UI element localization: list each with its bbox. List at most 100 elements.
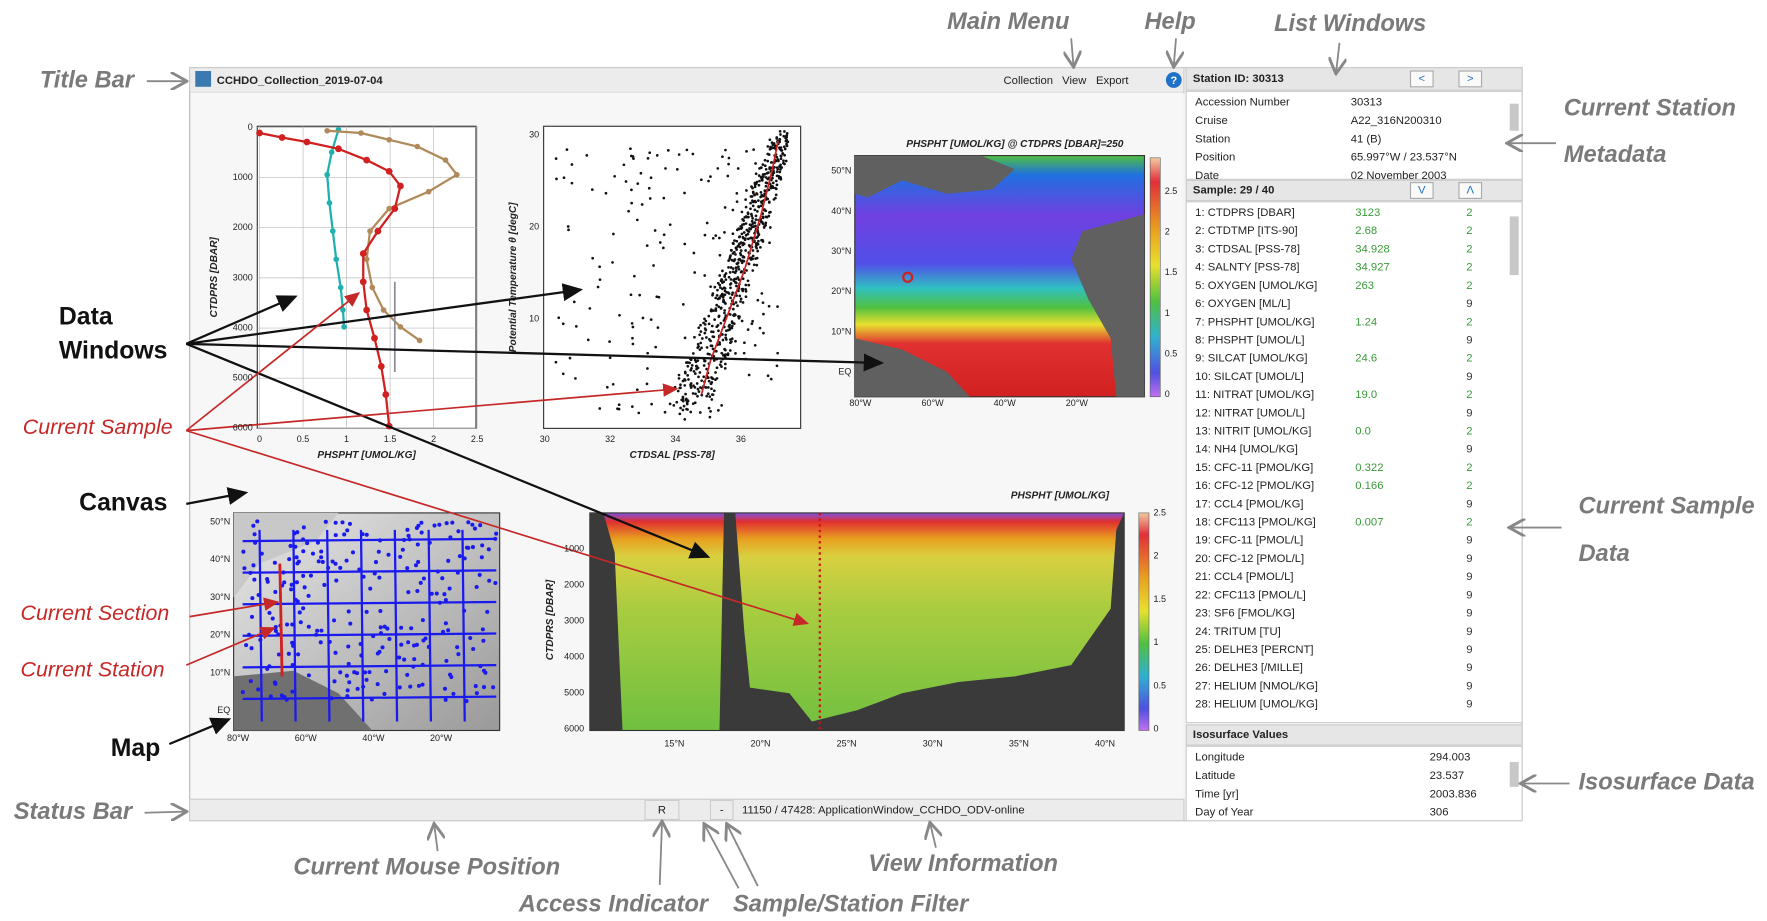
station-dot xyxy=(400,547,405,552)
station-dot xyxy=(415,542,420,547)
scatter-dot xyxy=(666,149,670,152)
nav-button[interactable] xyxy=(1409,70,1434,88)
scatter-dot xyxy=(782,161,785,165)
scatter-dot xyxy=(677,377,681,380)
nav-button[interactable] xyxy=(1409,182,1434,199)
scatter-dot xyxy=(679,383,682,387)
x-axis-label: CTDSAL [PSS-78] xyxy=(629,450,715,461)
x-tick-label: 20°W xyxy=(430,733,453,743)
scatter-dot xyxy=(742,351,746,355)
scatter-dot xyxy=(741,223,744,227)
scatter-dot xyxy=(631,342,635,346)
scatter-dot xyxy=(779,133,782,136)
station-dot xyxy=(345,694,350,699)
colorbar-tick-label: 1 xyxy=(1153,637,1158,647)
station-dot xyxy=(451,691,456,696)
scatter-dot xyxy=(766,159,770,163)
station-metadata xyxy=(1185,90,1523,180)
annotation: Sample/Station Filter xyxy=(733,891,970,917)
scatter-dot xyxy=(705,336,708,339)
scatter-dot xyxy=(747,244,751,247)
scatter-dot xyxy=(574,324,578,328)
scatter-dot xyxy=(718,341,721,344)
scrollbar[interactable] xyxy=(1509,216,1519,276)
station-dot xyxy=(402,657,407,662)
colorbar-tick-label: 0 xyxy=(1153,724,1158,734)
y-tick-label: 3000 xyxy=(564,616,584,626)
profile-point xyxy=(369,284,376,291)
station-dot xyxy=(408,684,413,689)
scatter-dot xyxy=(652,264,655,267)
scatter-dot xyxy=(683,191,686,195)
scatter-dot xyxy=(691,152,695,156)
scatter-dot xyxy=(712,309,715,312)
station-dot xyxy=(289,587,294,592)
scatter-dot xyxy=(646,157,650,160)
variable-name: 24: TRITUM [TU] xyxy=(1195,626,1281,638)
help-icon[interactable]: ? xyxy=(1170,75,1177,87)
menu-item[interactable]: View xyxy=(1062,75,1087,87)
station-dot xyxy=(346,609,351,614)
menu-item[interactable]: Export xyxy=(1096,75,1129,87)
station-dot xyxy=(364,677,369,682)
scatter-dot xyxy=(718,236,721,240)
station-dot xyxy=(290,662,295,668)
scatter-dot xyxy=(681,408,685,412)
scatter-dot xyxy=(720,365,723,368)
station-dot xyxy=(411,664,416,669)
help-button[interactable] xyxy=(1165,72,1182,88)
annotation: Current Station xyxy=(21,657,165,681)
station-dot xyxy=(363,670,368,675)
sample-up[interactable]: Λ xyxy=(1466,184,1474,196)
scatter-dot xyxy=(775,170,779,174)
scatter-dot xyxy=(731,267,735,270)
scrollbar[interactable] xyxy=(1509,103,1519,131)
scatter-dot xyxy=(646,351,650,355)
x-tick-label: 80°W xyxy=(849,398,872,408)
scatter-dot xyxy=(762,312,765,316)
menu-item[interactable]: Collection xyxy=(1004,75,1053,87)
scatter-dot xyxy=(678,386,682,390)
scatter-dot xyxy=(732,322,736,325)
variable-value: 24.6 xyxy=(1355,353,1377,365)
station-dot xyxy=(377,649,382,654)
land xyxy=(1071,214,1145,397)
scatter-dot xyxy=(676,389,680,393)
colorbar-tick-label: 1 xyxy=(1165,308,1170,318)
scatter-dot xyxy=(630,322,634,325)
y-axis-label: CTDPRS [DBAR] xyxy=(545,579,556,660)
sample-down[interactable]: V xyxy=(1418,184,1426,196)
scatter-dot xyxy=(754,162,757,165)
scatter-dot xyxy=(784,159,788,163)
station-dot xyxy=(373,560,379,565)
scatter-dot xyxy=(755,263,759,267)
scatter-dot xyxy=(740,270,744,273)
scatter-dot xyxy=(733,271,737,275)
nav-button[interactable] xyxy=(1458,70,1483,88)
nav-prev[interactable]: < xyxy=(1418,73,1425,85)
scrollbar[interactable] xyxy=(1509,762,1519,787)
field-value: 02 November 2003 xyxy=(1351,170,1447,182)
cruise-track xyxy=(242,632,497,637)
field-name: Longitude xyxy=(1195,752,1245,764)
scatter-dot xyxy=(749,227,752,231)
scatter-dot xyxy=(753,208,757,212)
cruise-track xyxy=(258,529,263,722)
scatter-dot xyxy=(778,138,782,142)
scatter-dot xyxy=(707,314,711,318)
annotation: Main Menu xyxy=(947,9,1070,35)
scatter-dot xyxy=(693,335,696,339)
y-tick-label: 6000 xyxy=(233,423,253,433)
nav-next[interactable]: > xyxy=(1467,73,1474,85)
station-dot xyxy=(420,618,425,623)
station-dot xyxy=(295,599,300,604)
scatter-dot xyxy=(760,292,764,295)
scatter-dot xyxy=(714,234,718,237)
scatter-dot xyxy=(751,319,754,323)
scatter-dot xyxy=(629,293,633,297)
scatter-dot xyxy=(742,219,746,222)
scatter-dot xyxy=(775,183,779,187)
nav-button[interactable] xyxy=(1458,182,1483,199)
scatter-dot xyxy=(696,394,699,398)
scatter-dot xyxy=(700,379,704,383)
